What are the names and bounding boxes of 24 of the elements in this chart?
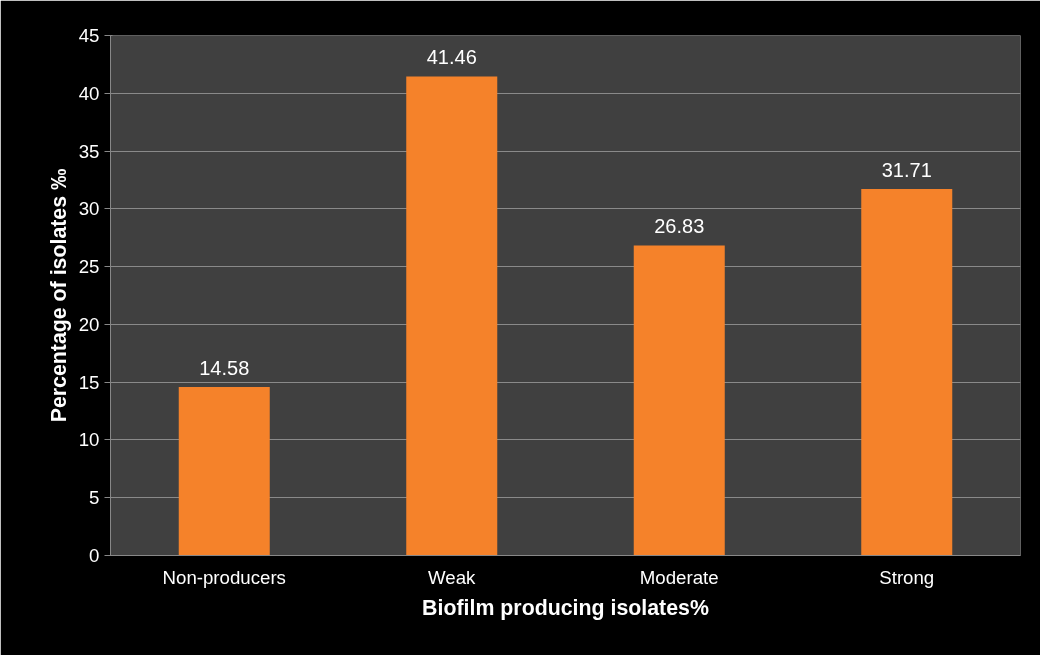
y-tick-label: 10 [78,429,100,451]
x-tick-label: Non-producers [162,566,286,588]
x-tick-label: Moderate [639,566,719,588]
x-axis-title: Biofilm producing isolates% [422,595,709,620]
x-tick-label: Weak [428,566,477,588]
y-tick-label: 40 [78,82,100,104]
data-label: 31.71 [881,159,932,182]
y-tick-label: 15 [78,371,100,393]
y-tick-label: 35 [78,140,100,162]
x-tick-label: Strong [879,566,935,588]
data-label: 14.58 [199,357,250,380]
y-tick-label: 0 [89,545,100,566]
y-tick-label: 25 [78,256,100,278]
y-tick-label: 45 [78,25,100,46]
data-label: 41.46 [426,46,477,69]
bar [633,245,725,556]
bar [406,76,498,556]
y-tick-label: 5 [89,487,100,509]
y-tick-label: 20 [78,313,100,335]
y-tick-label: 30 [78,198,100,220]
bar [861,189,953,556]
data-label: 26.83 [654,215,705,238]
bar [178,387,270,556]
y-axis-title: Percentage of isolates ‰ [46,168,71,423]
